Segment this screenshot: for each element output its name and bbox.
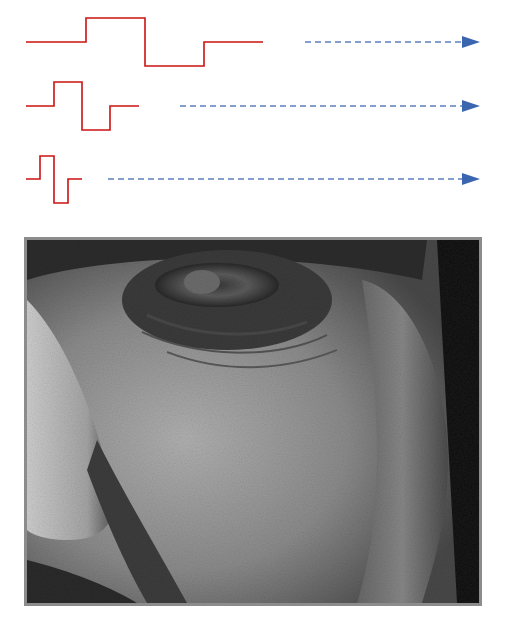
face-photo (24, 237, 482, 606)
arrow-wide-head (462, 36, 480, 48)
arrow-narrow-head (462, 173, 480, 185)
wavelet-diagram (26, 17, 480, 204)
wavelet-narrow (26, 155, 82, 204)
photo-icon (27, 240, 479, 603)
arrow-medium-head (462, 100, 480, 112)
wavelet-wide (26, 17, 263, 67)
wavelet-medium (26, 81, 139, 131)
